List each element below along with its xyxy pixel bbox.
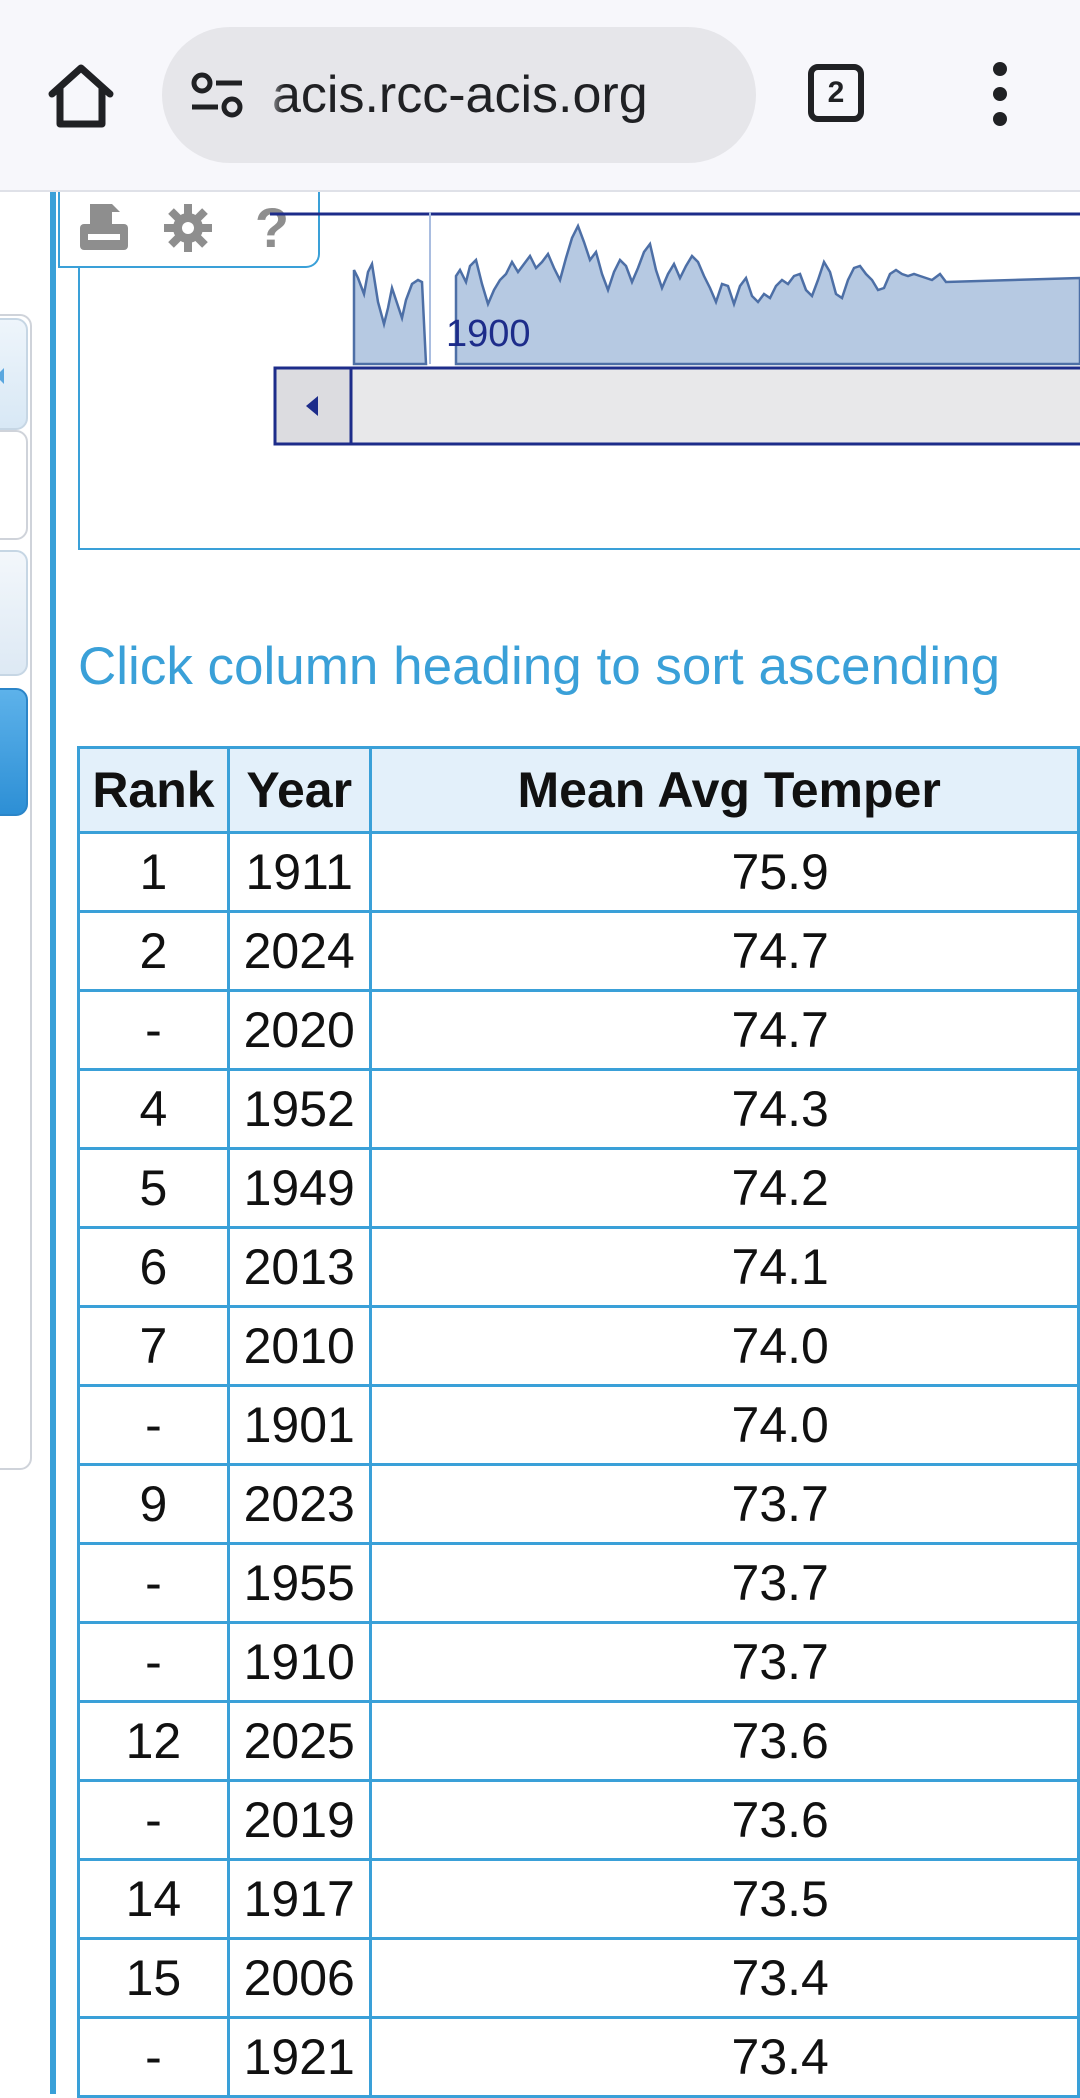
rank-cell: 7 [77,1305,230,1387]
table-row: 15 2006 73.4 [77,1937,1080,2019]
year-cell: 2025 [226,1700,372,1782]
year-cell: 2010 [226,1305,372,1387]
mean-avg-temp-cell: 73.7 [368,1542,1080,1624]
rank-cell: 2 [77,910,230,992]
rank-cell: 9 [77,1463,230,1545]
table-row: 2 2024 74.7 [77,910,1080,992]
year-cell: 2006 [226,1937,372,2019]
navigator-series-left [352,259,428,366]
table-row: -1910 73.7 [77,1621,1080,1703]
year-cell: 1910 [226,1621,372,1703]
rank-cell: - [77,989,230,1071]
mean-avg-temp-cell: 74.2 [368,1147,1080,1229]
year-cell: 1952 [226,1068,372,1150]
url-text[interactable]: acis.rcc-acis.org [272,66,648,124]
sidebar-tab-active[interactable] [0,688,28,816]
table-row: -2020 74.7 [77,989,1080,1071]
table-row: 1 1911 75.9 [77,831,1080,913]
print-icon[interactable] [76,200,132,256]
table-row: 14 1917 73.5 [77,1858,1080,1940]
table-row: 5 1949 74.2 [77,1147,1080,1229]
mean-avg-temp-cell: 74.3 [368,1068,1080,1150]
home-icon[interactable] [44,60,118,130]
rank-cell: 4 [77,1068,230,1150]
mean-avg-temp-cell: 73.7 [368,1621,1080,1703]
mean-avg-temp-cell: 73.5 [368,1858,1080,1940]
table-row: -2019 73.6 [77,1779,1080,1861]
column-header-year[interactable]: Year [226,746,372,834]
rank-cell: - [77,1542,230,1624]
mean-avg-temp-cell: 75.9 [368,831,1080,913]
navigator-year-label: 1900 [446,313,531,355]
rank-cell: - [77,1779,230,1861]
year-cell: 2024 [226,910,372,992]
mean-avg-temp-cell: 73.4 [368,2016,1080,2098]
rank-cell: - [77,1621,230,1703]
column-header-mean-avg-temperature[interactable]: Mean Avg Temper [368,746,1080,834]
table-row: 4 1952 74.3 [77,1068,1080,1150]
year-cell: 1917 [226,1858,372,1940]
mean-avg-temp-cell: 74.7 [368,989,1080,1071]
rank-cell: 1 [77,831,230,913]
year-cell: 1949 [226,1147,372,1229]
table-row: 9 2023 73.7 [77,1463,1080,1545]
content-frame-border [50,192,56,2094]
mean-avg-temp-cell: 74.1 [368,1226,1080,1308]
table-row: -1921 73.4 [77,2016,1080,2098]
table-row: 12 2025 73.6 [77,1700,1080,1782]
table-header-row: Rank Year Mean Avg Temper [77,746,1080,834]
chart-navigator: 1900 [270,212,1080,446]
address-bar[interactable]: acis.rcc-acis.org [162,27,756,163]
sidebar-caret-icon [0,368,4,384]
rank-cell: 14 [77,1858,230,1940]
year-cell: 1921 [226,2016,372,2098]
mean-avg-temp-cell: 73.6 [368,1700,1080,1782]
rank-cell: - [77,2016,230,2098]
sidebar-tab-1[interactable] [0,318,28,430]
mean-avg-temp-cell: 74.7 [368,910,1080,992]
tab-switcher-button[interactable]: 2 [808,64,864,122]
rank-cell: 12 [77,1700,230,1782]
table-row: -1955 73.7 [77,1542,1080,1624]
year-cell: 1911 [226,831,372,913]
sidebar-tab-3[interactable] [0,550,28,676]
overflow-menu-icon[interactable] [980,62,1020,130]
site-settings-icon[interactable] [188,67,248,123]
table-row: 7 2010 74.0 [77,1305,1080,1387]
navigator-scrollbar[interactable] [273,366,1080,446]
rank-cell: 5 [77,1147,230,1229]
help-icon[interactable]: ? [254,196,290,259]
sidebar-tab-2[interactable] [0,430,28,540]
browser-toolbar: acis.rcc-acis.org 2 [0,0,1080,192]
year-cell: 1901 [226,1384,372,1466]
rank-cell: - [77,1384,230,1466]
rankings-table: Rank Year Mean Avg Temper 1 1911 75.9 2 2024… [77,746,1080,2098]
table-row: 6 2013 74.1 [77,1226,1080,1308]
rank-cell: 6 [77,1226,230,1308]
year-cell: 2019 [226,1779,372,1861]
year-cell: 2020 [226,989,372,1071]
rank-cell: 15 [77,1937,230,2019]
mean-avg-temp-cell: 73.6 [368,1779,1080,1861]
year-cell: 2013 [226,1226,372,1308]
scroll-left-arrow-icon [306,396,318,416]
mean-avg-temp-cell: 74.0 [368,1384,1080,1466]
navigator-series-main [454,222,1080,366]
chart-toolbar: ? [58,192,320,268]
mean-avg-temp-cell: 73.7 [368,1463,1080,1545]
mean-avg-temp-cell: 74.0 [368,1305,1080,1387]
gear-icon[interactable] [160,200,216,256]
year-cell: 2023 [226,1463,372,1545]
year-cell: 1955 [226,1542,372,1624]
sort-hint: Click column heading to sort ascending [78,637,1001,696]
url-fade [262,47,284,143]
mean-avg-temp-cell: 73.4 [368,1937,1080,2019]
column-header-rank[interactable]: Rank [77,746,230,834]
table-row: -1901 74.0 [77,1384,1080,1466]
